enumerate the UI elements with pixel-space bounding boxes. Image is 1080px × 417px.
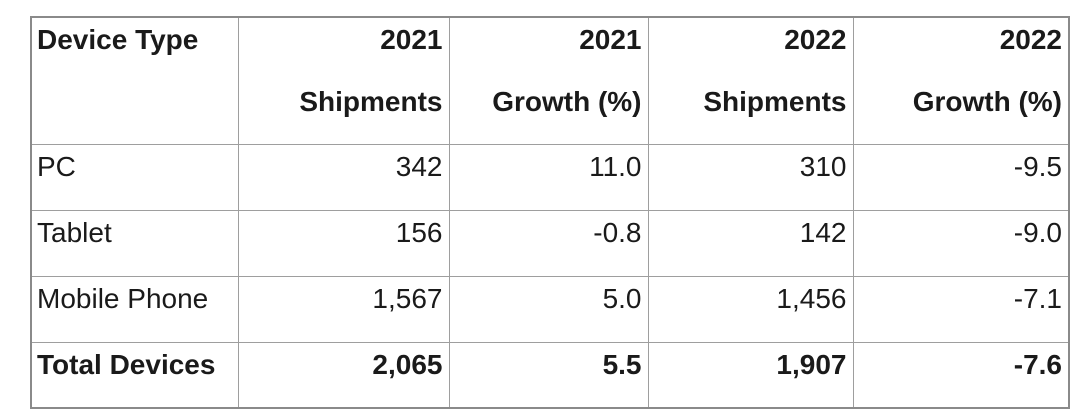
table-header-row: Device Type 2021 Shipments 2021 Growth (… [30,16,1070,145]
cell-2022-shipments: 142 [647,209,854,277]
cell-2022-growth: -9.5 [852,143,1070,211]
header-2022-growth: 2022 Growth (%) [852,16,1070,145]
table-total-row: Total Devices 2,065 5.5 1,907 -7.6 [30,341,1070,409]
table-row-tablet: Tablet 156 -0.8 142 -9.0 [30,209,1070,277]
header-year-label: 2022 [999,24,1062,55]
cell-2021-growth: -0.8 [448,209,649,277]
cell-device-type: Tablet [30,209,239,277]
header-metric-label: Growth (%) [492,86,642,117]
header-metric-label: Shipments [703,86,847,117]
cell-2021-growth: 11.0 [448,143,649,211]
header-2021-shipments: 2021 Shipments [237,16,450,145]
header-year-label: 2021 [579,24,642,55]
header-metric-label: Shipments [299,86,443,117]
header-year-label: 2021 [380,24,443,55]
header-device-type-label: Device Type [37,24,199,55]
cell-2022-growth: -7.1 [852,275,1070,343]
cell-2021-shipments: 342 [237,143,450,211]
cell-device-type: Mobile Phone [30,275,239,343]
table-row-pc: PC 342 11.0 310 -9.5 [30,143,1070,211]
cell-2021-shipments: 2,065 [237,341,450,409]
cell-2022-shipments: 1,907 [647,341,854,409]
cell-2021-growth: 5.5 [448,341,649,409]
device-shipments-table: Device Type 2021 Shipments 2021 Growth (… [30,16,1070,409]
cell-2021-shipments: 156 [237,209,450,277]
cell-device-type: Total Devices [30,341,239,409]
cell-2022-growth: -9.0 [852,209,1070,277]
table-row-mobile-phone: Mobile Phone 1,567 5.0 1,456 -7.1 [30,275,1070,343]
cell-2022-shipments: 310 [647,143,854,211]
cell-2021-shipments: 1,567 [237,275,450,343]
cell-2021-growth: 5.0 [448,275,649,343]
cell-2022-growth: -7.6 [852,341,1070,409]
cell-device-type: PC [30,143,239,211]
header-2021-growth: 2021 Growth (%) [448,16,649,145]
header-year-label: 2022 [784,24,847,55]
header-device-type: Device Type [30,16,239,145]
header-metric-label: Growth (%) [912,86,1062,117]
header-2022-shipments: 2022 Shipments [647,16,854,145]
cell-2022-shipments: 1,456 [647,275,854,343]
